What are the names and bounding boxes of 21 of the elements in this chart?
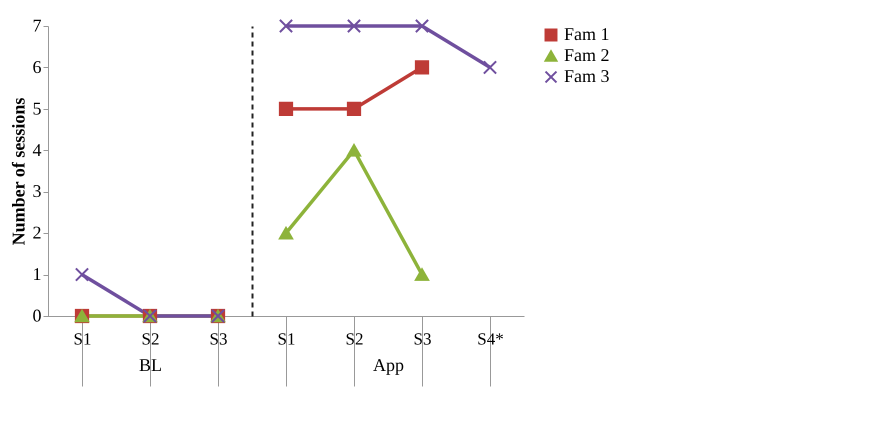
legend-label: Fam 2 [564, 45, 610, 65]
x-tick-label: S3 [414, 330, 432, 348]
x-tick-label: S3 [210, 330, 228, 348]
x-tick-label: S1 [278, 330, 296, 348]
x-axis-title: App [373, 355, 404, 375]
x-tick-label: S4* [477, 330, 504, 348]
y-axis-title: Number of sessions [8, 98, 28, 246]
y-tick-label: 1 [32, 264, 42, 284]
y-tick-label: 7 [32, 16, 42, 36]
x-tick-label: S2 [142, 330, 160, 348]
x-axis-title: BL [138, 355, 162, 375]
legend-label: Fam 1 [564, 24, 610, 44]
x-tick-label: S2 [346, 330, 364, 348]
y-tick-label: 5 [32, 98, 42, 118]
legend-label: Fam 3 [564, 66, 610, 86]
y-tick-label: 3 [32, 181, 42, 202]
y-tick-label: 2 [32, 222, 42, 243]
y-tick-label: 4 [32, 140, 42, 160]
x-tick-label: S1 [74, 330, 92, 348]
y-tick-label: 0 [32, 306, 42, 326]
y-tick-label: 6 [32, 56, 42, 77]
